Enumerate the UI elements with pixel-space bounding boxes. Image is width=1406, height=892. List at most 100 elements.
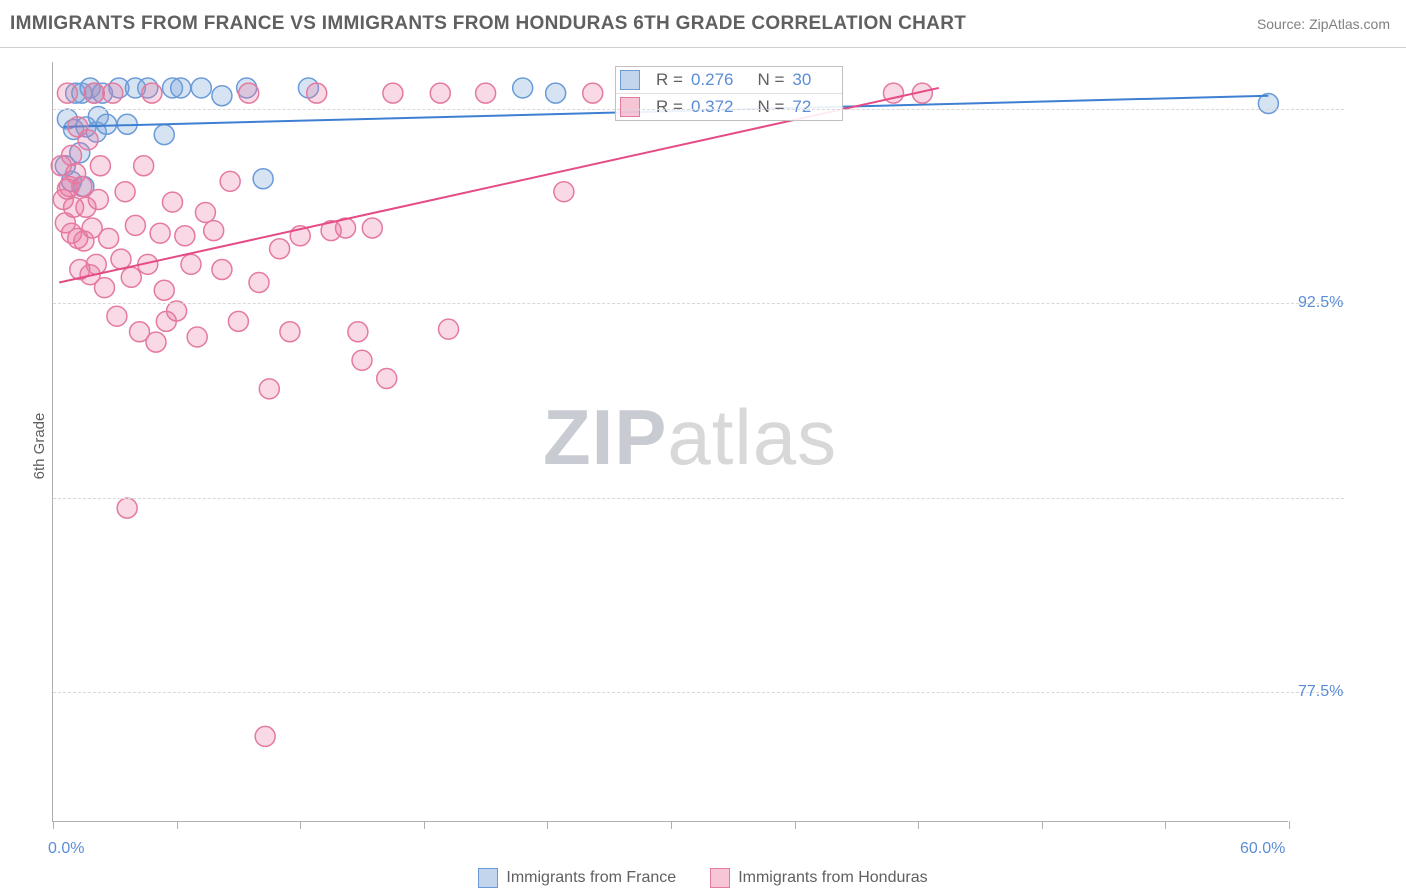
- data-point: [204, 221, 224, 241]
- data-point: [88, 189, 108, 209]
- data-point: [154, 280, 174, 300]
- data-point: [191, 78, 211, 98]
- data-point: [175, 226, 195, 246]
- data-point: [171, 78, 191, 98]
- x-tick-mark: [795, 821, 796, 829]
- data-point: [554, 182, 574, 202]
- plot-svg: [53, 62, 1288, 821]
- data-point: [255, 726, 275, 746]
- r-value: 0.276: [691, 70, 734, 90]
- data-point: [154, 125, 174, 145]
- series-legend: Immigrants from France Immigrants from Ho…: [0, 868, 1406, 888]
- data-point: [546, 83, 566, 103]
- data-point: [146, 332, 166, 352]
- data-point: [307, 83, 327, 103]
- plot-area: ZIPatlas R = 0.276N = 30R = 0.372N = 72 …: [52, 62, 1288, 822]
- data-point: [513, 78, 533, 98]
- x-tick-mark: [300, 821, 301, 829]
- data-point: [352, 350, 372, 370]
- x-tick-label: 0.0%: [48, 840, 84, 858]
- data-point: [84, 83, 104, 103]
- data-point: [99, 228, 119, 248]
- data-point: [212, 86, 232, 106]
- data-point: [195, 202, 215, 222]
- y-axis-label: 6th Grade: [31, 413, 48, 480]
- r-label: R =: [656, 70, 683, 90]
- data-point: [162, 192, 182, 212]
- data-point: [259, 379, 279, 399]
- data-point: [583, 83, 603, 103]
- data-point: [383, 83, 403, 103]
- data-point: [430, 83, 450, 103]
- data-point: [97, 114, 117, 134]
- x-tick-mark: [424, 821, 425, 829]
- x-tick-mark: [1289, 821, 1290, 829]
- data-point: [62, 145, 82, 165]
- data-point: [439, 319, 459, 339]
- data-point: [111, 249, 131, 269]
- data-point: [134, 156, 154, 176]
- data-point: [95, 278, 115, 298]
- data-point: [253, 169, 273, 189]
- data-point: [121, 267, 141, 287]
- data-point: [239, 83, 259, 103]
- data-point: [476, 83, 496, 103]
- data-point: [117, 498, 137, 518]
- n-label: N =: [757, 97, 784, 117]
- data-point: [181, 254, 201, 274]
- data-point: [212, 260, 232, 280]
- legend-label: Immigrants from Honduras: [738, 869, 927, 886]
- gridline-h: [53, 109, 1344, 110]
- legend-swatch: [478, 868, 498, 888]
- n-value: 72: [792, 97, 811, 117]
- data-point: [72, 177, 92, 197]
- data-point: [228, 311, 248, 331]
- x-tick-mark: [1042, 821, 1043, 829]
- data-point: [78, 130, 98, 150]
- data-point: [125, 215, 145, 235]
- n-value: 30: [792, 70, 811, 90]
- chart-title: IMMIGRANTS FROM FRANCE VS IMMIGRANTS FRO…: [10, 13, 966, 35]
- legend-swatch: [620, 70, 640, 90]
- source-label: Source: ZipAtlas.com: [1257, 16, 1390, 32]
- data-point: [86, 254, 106, 274]
- title-bar: IMMIGRANTS FROM FRANCE VS IMMIGRANTS FRO…: [0, 0, 1406, 48]
- data-point: [348, 322, 368, 342]
- x-tick-mark: [53, 821, 54, 829]
- source-name: ZipAtlas.com: [1309, 16, 1390, 32]
- legend-label: Immigrants from France: [506, 869, 676, 886]
- legend-item: Immigrants from France: [478, 868, 676, 888]
- gridline-h: [53, 498, 1344, 499]
- data-point: [103, 83, 123, 103]
- x-tick-mark: [671, 821, 672, 829]
- data-point: [115, 182, 135, 202]
- data-point: [249, 272, 269, 292]
- legend-row: R = 0.276 N = 30: [616, 67, 842, 93]
- r-value: 0.372: [691, 97, 734, 117]
- legend-item: Immigrants from Honduras: [710, 868, 927, 888]
- y-tick-label: 77.5%: [1298, 683, 1388, 701]
- source-prefix: Source:: [1257, 16, 1309, 32]
- n-label: N =: [757, 70, 784, 90]
- y-tick-label: 92.5%: [1298, 294, 1388, 312]
- data-point: [280, 322, 300, 342]
- data-point: [377, 368, 397, 388]
- x-tick-label: 60.0%: [1240, 840, 1285, 858]
- data-point: [187, 327, 207, 347]
- x-tick-mark: [177, 821, 178, 829]
- x-tick-mark: [1165, 821, 1166, 829]
- correlation-legend: R = 0.276 N = 30 R = 0.372 N = 72: [615, 66, 843, 121]
- data-point: [57, 83, 77, 103]
- gridline-h: [53, 692, 1344, 693]
- legend-row: R = 0.372 N = 72: [616, 93, 842, 120]
- data-point: [270, 239, 290, 259]
- x-tick-mark: [547, 821, 548, 829]
- legend-swatch: [620, 97, 640, 117]
- data-point: [90, 156, 110, 176]
- data-point: [142, 83, 162, 103]
- gridline-h: [53, 303, 1344, 304]
- legend-swatch: [710, 868, 730, 888]
- r-label: R =: [656, 97, 683, 117]
- data-point: [150, 223, 170, 243]
- data-point: [362, 218, 382, 238]
